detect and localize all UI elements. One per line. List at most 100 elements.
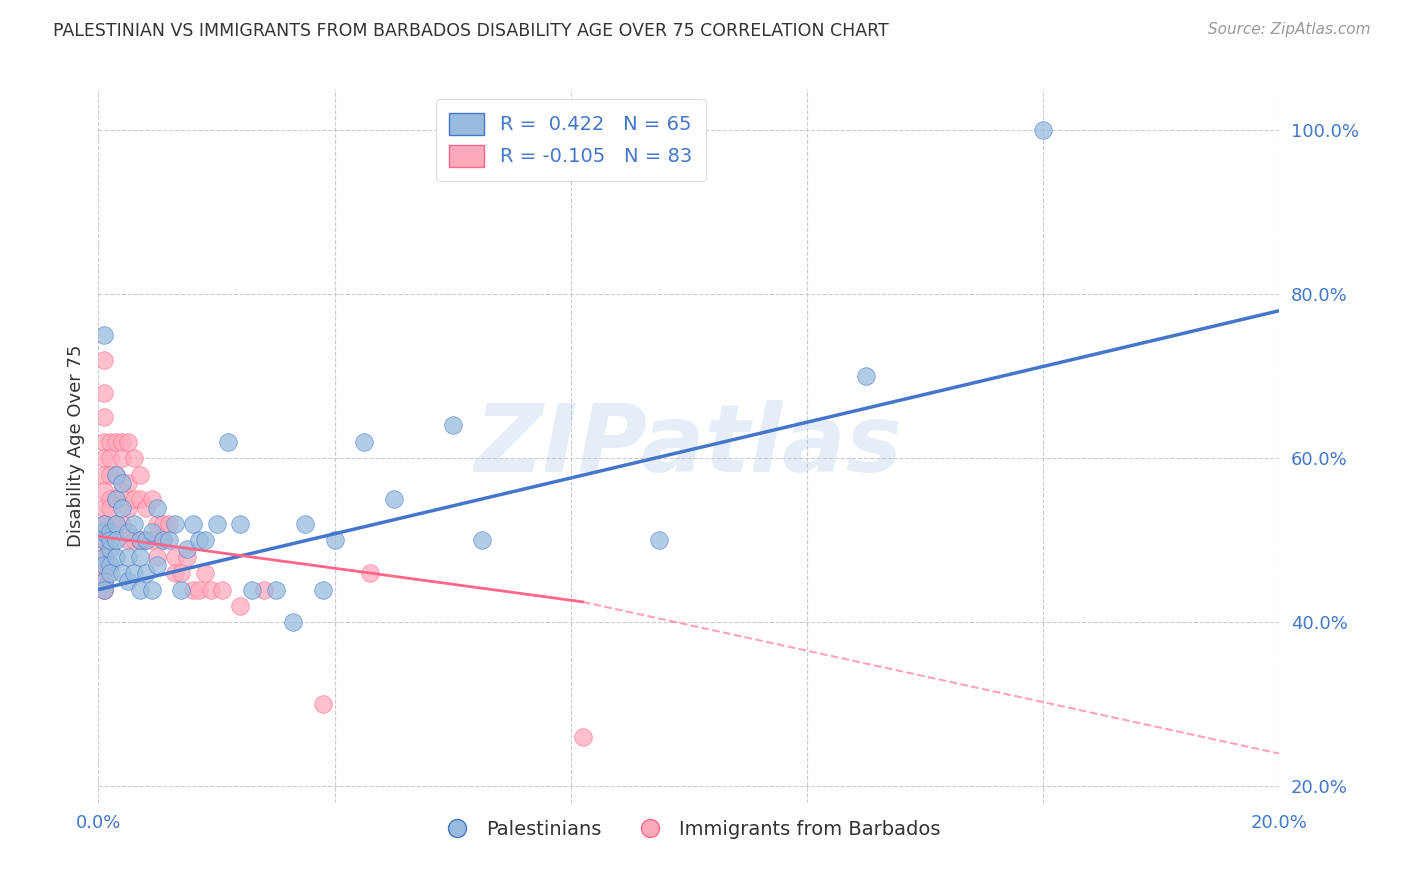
- Point: [141, 533, 163, 548]
- Point: [122, 566, 145, 581]
- Point: [105, 549, 128, 564]
- Point: [98, 492, 121, 507]
- Point: [128, 582, 150, 597]
- Text: ZIPatlas: ZIPatlas: [475, 400, 903, 492]
- Point: [176, 541, 198, 556]
- Point: [105, 533, 128, 548]
- Point: [170, 566, 193, 581]
- Point: [93, 582, 115, 597]
- Point: [111, 451, 134, 466]
- Point: [105, 492, 128, 507]
- Point: [93, 549, 115, 564]
- Point: [571, 730, 593, 744]
- Point: [122, 451, 145, 466]
- Y-axis label: Disability Age Over 75: Disability Age Over 75: [66, 344, 84, 548]
- Point: [105, 492, 128, 507]
- Point: [471, 533, 494, 548]
- Point: [117, 549, 139, 564]
- Point: [135, 566, 157, 581]
- Point: [93, 533, 115, 548]
- Point: [353, 434, 375, 449]
- Point: [648, 533, 671, 548]
- Point: [98, 500, 121, 515]
- Point: [141, 582, 163, 597]
- Point: [135, 500, 157, 515]
- Point: [93, 516, 115, 531]
- Point: [194, 566, 217, 581]
- Point: [105, 467, 128, 482]
- Point: [146, 516, 169, 531]
- Point: [146, 500, 169, 515]
- Point: [117, 533, 139, 548]
- Point: [165, 516, 187, 531]
- Point: [93, 574, 115, 589]
- Point: [98, 566, 121, 581]
- Point: [98, 451, 121, 466]
- Point: [111, 475, 134, 490]
- Text: PALESTINIAN VS IMMIGRANTS FROM BARBADOS DISABILITY AGE OVER 75 CORRELATION CHART: PALESTINIAN VS IMMIGRANTS FROM BARBADOS …: [53, 22, 889, 40]
- Point: [141, 492, 163, 507]
- Point: [264, 582, 287, 597]
- Point: [117, 574, 139, 589]
- Point: [93, 434, 115, 449]
- Point: [105, 467, 128, 482]
- Point: [93, 566, 115, 581]
- Point: [359, 566, 381, 581]
- Point: [93, 566, 115, 581]
- Point: [128, 549, 150, 564]
- Point: [122, 516, 145, 531]
- Point: [93, 533, 115, 548]
- Point: [141, 525, 163, 540]
- Point: [117, 475, 139, 490]
- Point: [176, 549, 198, 564]
- Point: [135, 533, 157, 548]
- Point: [105, 516, 128, 531]
- Point: [194, 533, 217, 548]
- Point: [312, 582, 335, 597]
- Point: [855, 369, 877, 384]
- Point: [93, 533, 115, 548]
- Point: [229, 599, 252, 613]
- Point: [93, 385, 115, 400]
- Point: [1032, 123, 1054, 137]
- Point: [111, 566, 134, 581]
- Point: [105, 434, 128, 449]
- Point: [146, 549, 169, 564]
- Point: [200, 582, 222, 597]
- Point: [93, 558, 115, 572]
- Point: [93, 484, 115, 499]
- Point: [253, 582, 276, 597]
- Point: [157, 533, 180, 548]
- Point: [93, 525, 115, 540]
- Point: [117, 500, 139, 515]
- Point: [205, 516, 228, 531]
- Point: [93, 582, 115, 597]
- Point: [128, 492, 150, 507]
- Point: [157, 516, 180, 531]
- Point: [187, 533, 209, 548]
- Point: [122, 533, 145, 548]
- Point: [93, 574, 115, 589]
- Point: [135, 533, 157, 548]
- Point: [93, 516, 115, 531]
- Point: [98, 467, 121, 482]
- Point: [93, 500, 115, 515]
- Legend: Palestinians, Immigrants from Barbados: Palestinians, Immigrants from Barbados: [429, 812, 949, 847]
- Point: [93, 352, 115, 367]
- Point: [98, 541, 121, 556]
- Text: Source: ZipAtlas.com: Source: ZipAtlas.com: [1208, 22, 1371, 37]
- Point: [93, 558, 115, 572]
- Point: [312, 698, 335, 712]
- Point: [111, 434, 134, 449]
- Point: [93, 549, 115, 564]
- Point: [165, 566, 187, 581]
- Point: [187, 582, 209, 597]
- Point: [98, 558, 121, 572]
- Point: [152, 516, 174, 531]
- Point: [117, 525, 139, 540]
- Point: [283, 615, 305, 630]
- Point: [323, 533, 346, 548]
- Point: [170, 582, 193, 597]
- Point: [93, 582, 115, 597]
- Point: [93, 533, 115, 548]
